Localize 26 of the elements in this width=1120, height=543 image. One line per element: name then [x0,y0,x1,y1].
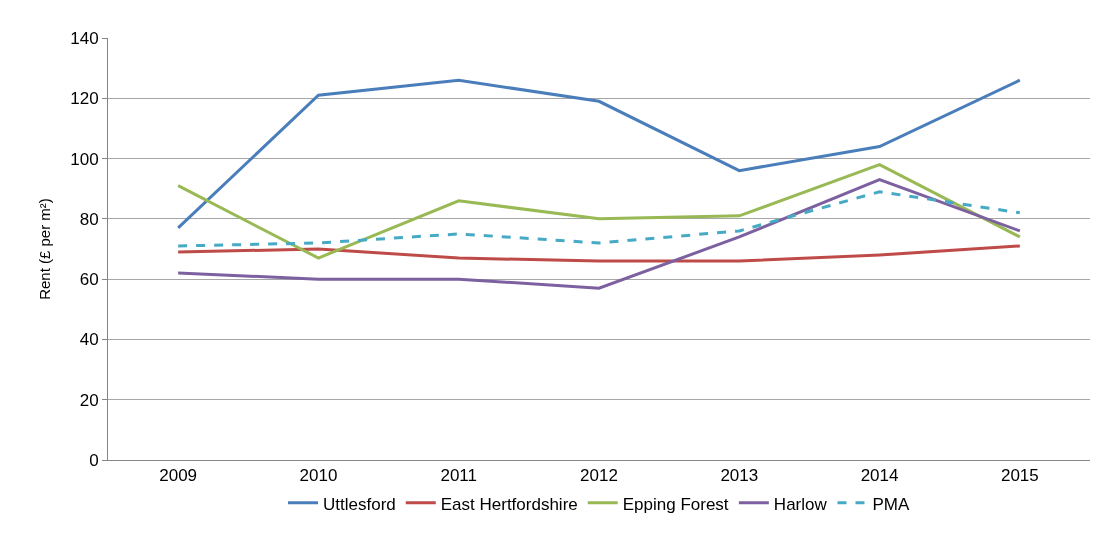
legend-label: PMA [872,494,910,514]
y-tick-label: 60 [79,270,99,290]
legend-label: Epping Forest [622,494,729,514]
y-tick-label: 0 [89,450,99,470]
y-axis-title: Rent (£ per m²) [36,198,54,300]
y-tick-label: 120 [70,89,99,109]
y-tick-label: 140 [70,28,99,48]
x-tick-label: 2015 [1000,466,1039,486]
y-tick-label: 40 [79,330,99,350]
y-tick-label: 80 [79,209,99,229]
x-tick-label: 2014 [860,466,899,486]
line-series [176,190,1022,248]
x-tick-label: 2010 [299,466,338,486]
legend-label: Harlow [773,494,828,514]
x-tick-label: 2009 [159,466,198,486]
line-series [176,78,1022,230]
x-tick-label: 2013 [720,466,759,486]
line-series [176,178,1022,290]
y-tick-label: 100 [70,149,99,169]
line-series [176,244,1022,263]
legend-label: Uttlesford [323,494,396,514]
line-series [176,163,1022,260]
y-tick-label: 20 [79,390,99,410]
x-tick-label: 2011 [440,466,477,486]
x-tick-label: 2012 [580,466,618,486]
legend-label: East Hertfordshire [440,494,578,514]
